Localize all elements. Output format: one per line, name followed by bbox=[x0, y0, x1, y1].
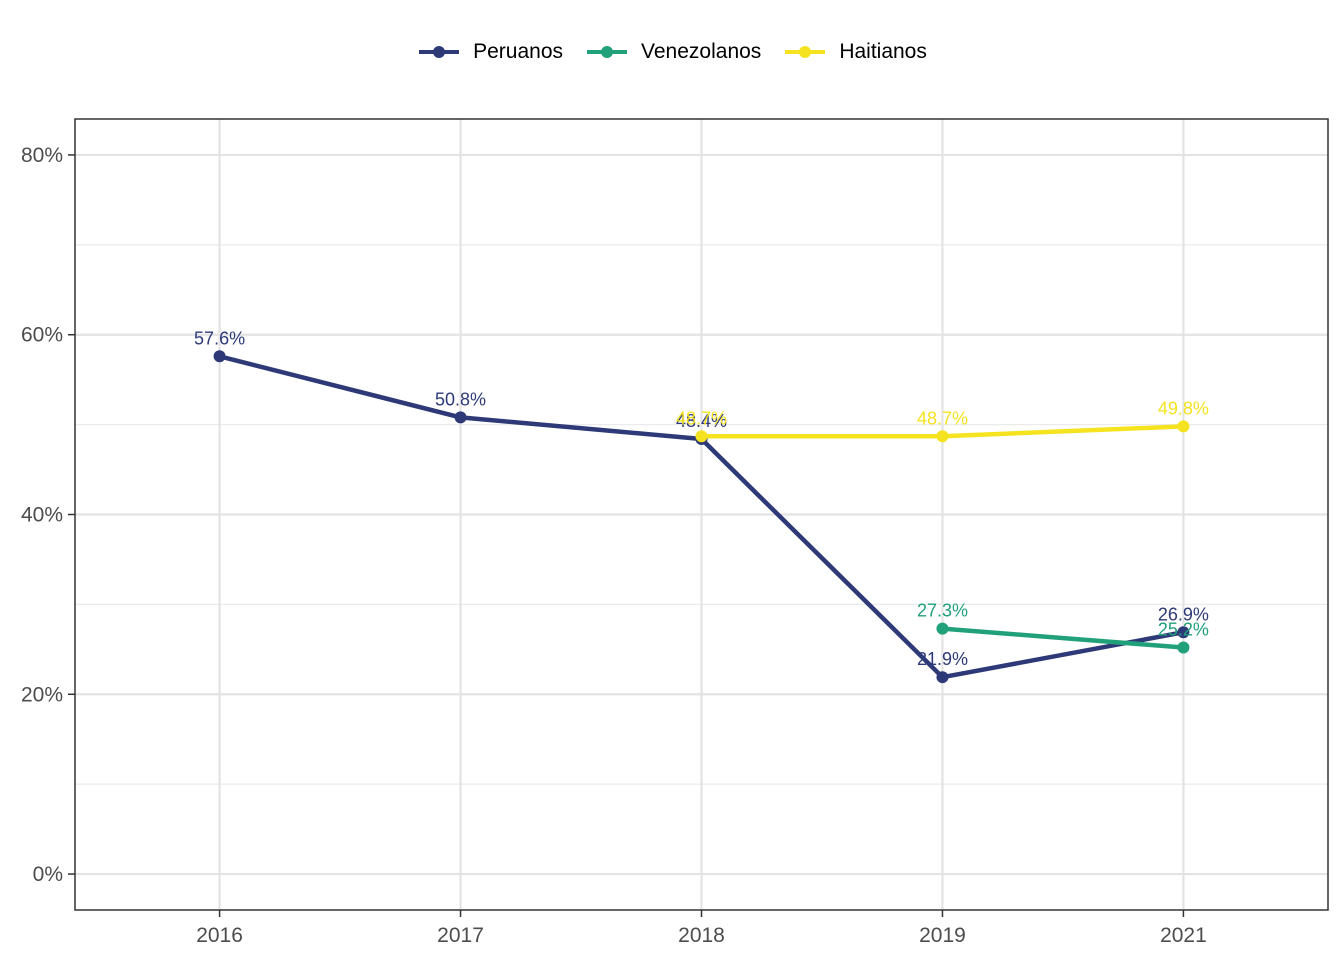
series-line-venezolanos bbox=[942, 626, 1184, 650]
data-point-haitianos bbox=[1177, 420, 1190, 433]
x-tick-label: 2018 bbox=[678, 924, 725, 947]
data-label-haitianos: 48.7% bbox=[917, 408, 968, 428]
x-tick-label: 2019 bbox=[919, 924, 966, 947]
x-tick-label: 2021 bbox=[1160, 924, 1207, 947]
y-tick-label: 0% bbox=[33, 863, 63, 886]
data-label-peruanos: 21.9% bbox=[917, 649, 968, 669]
panel-border bbox=[74, 118, 1329, 911]
data-point-peruanos bbox=[1177, 626, 1190, 639]
legend-label-haitianos: Haitianos bbox=[839, 40, 927, 63]
data-label-venezolanos: 25.2% bbox=[1158, 620, 1209, 640]
legend-label-venezolanos: Venezolanos bbox=[641, 40, 762, 63]
legend-key-peruanos bbox=[419, 46, 460, 58]
data-point-peruanos bbox=[695, 432, 708, 445]
data-label-peruanos: 48.4% bbox=[676, 411, 727, 431]
legend-key-haitianos bbox=[785, 46, 826, 58]
y-tick-label: 60% bbox=[21, 324, 63, 347]
legend-item-venezolanos: Venezolanos bbox=[585, 34, 761, 70]
legend: Peruanos Venezolanos Haitianos bbox=[0, 34, 1344, 70]
y-tick-label: 80% bbox=[21, 144, 63, 167]
legend-label-peruanos: Peruanos bbox=[473, 40, 564, 63]
data-label-haitianos: 49.8% bbox=[1158, 398, 1209, 418]
data-label-peruanos: 26.9% bbox=[1158, 604, 1209, 624]
data-label-peruanos: 57.6% bbox=[194, 328, 245, 348]
data-point-peruanos bbox=[454, 411, 467, 424]
data-point-venezolanos bbox=[1177, 641, 1190, 654]
data-label-haitianos: 48.7% bbox=[676, 408, 727, 428]
legend-item-haitianos: Haitianos bbox=[783, 34, 927, 70]
data-label-peruanos: 50.8% bbox=[435, 389, 486, 409]
series-line-peruanos bbox=[219, 354, 1184, 680]
data-point-venezolanos bbox=[936, 622, 949, 635]
y-tick-label: 40% bbox=[21, 504, 63, 527]
data-point-haitianos bbox=[695, 430, 708, 443]
y-tick-label: 20% bbox=[21, 683, 63, 706]
data-point-peruanos bbox=[936, 671, 949, 684]
series-line-haitianos bbox=[701, 424, 1184, 439]
data-point-peruanos bbox=[213, 350, 226, 363]
legend-item-peruanos: Peruanos bbox=[417, 34, 563, 70]
panel-background bbox=[75, 119, 1328, 910]
x-tick-label: 2016 bbox=[196, 924, 243, 947]
x-tick-label: 2017 bbox=[437, 924, 484, 947]
data-label-venezolanos: 27.3% bbox=[917, 601, 968, 621]
legend-key-venezolanos bbox=[587, 46, 628, 58]
data-point-haitianos bbox=[936, 430, 949, 443]
